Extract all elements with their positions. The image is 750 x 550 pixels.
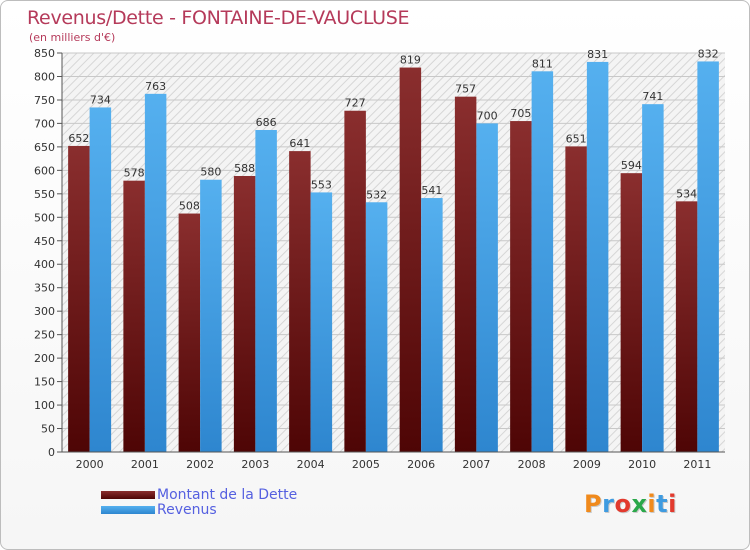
- bar-dette: [675, 201, 698, 452]
- data-label-revenus: 686: [256, 116, 277, 129]
- chart-title: Revenus/Dette - FONTAINE-DE-VAUCLUSE: [27, 7, 410, 29]
- legend-item-revenus: Revenus: [101, 501, 297, 518]
- bar-dette: [123, 180, 145, 452]
- legend-swatch-revenus: [101, 505, 155, 514]
- data-label-dette: 578: [124, 167, 145, 180]
- y-tick-label: 450: [34, 235, 55, 248]
- bar-revenus: [365, 202, 388, 452]
- logo-letter: x: [631, 490, 648, 518]
- data-label-dette: 508: [179, 200, 200, 213]
- plot-background: [62, 53, 725, 452]
- bar-dette: [233, 175, 256, 452]
- legend-item-dette: Montant de la Dette: [101, 486, 298, 503]
- data-label-dette: 588: [234, 162, 255, 175]
- x-tick-label: 2008: [518, 458, 546, 471]
- y-tick-label: 850: [34, 47, 55, 60]
- data-label-revenus: 700: [477, 109, 498, 122]
- data-label-revenus: 741: [642, 90, 663, 103]
- bar-dette: [344, 110, 366, 453]
- x-tick-label: 2003: [241, 458, 269, 471]
- y-tick-label: 50: [41, 423, 55, 436]
- x-tick-label: 2011: [683, 458, 711, 471]
- x-tick-label: 2001: [131, 458, 159, 471]
- bar-revenus: [421, 198, 443, 452]
- y-tick-label: 100: [34, 399, 55, 412]
- y-tick-label: 700: [34, 117, 55, 130]
- logo-letter: r: [602, 490, 615, 518]
- bar-dette: [178, 213, 201, 452]
- bar-revenus: [586, 61, 609, 452]
- logo-letter: o: [614, 490, 632, 518]
- bar-dette: [454, 96, 477, 452]
- bar-revenus: [144, 93, 167, 453]
- x-tick-label: 2000: [76, 458, 104, 471]
- data-label-revenus: 832: [698, 47, 719, 60]
- y-tick-label: 500: [34, 211, 55, 224]
- bar-revenus: [89, 107, 112, 452]
- y-tick-label: 350: [34, 282, 55, 295]
- logo-letter: i: [668, 490, 677, 518]
- legend-label-dette: Montant de la Dette: [157, 486, 298, 503]
- bar-dette: [565, 146, 587, 452]
- bar-dette: [510, 121, 532, 453]
- y-tick-label: 150: [34, 376, 55, 389]
- data-label-revenus: 811: [532, 57, 553, 70]
- data-label-revenus: 831: [587, 48, 608, 61]
- bar-revenus: [310, 192, 333, 453]
- data-label-revenus: 553: [311, 178, 332, 191]
- y-tick-label: 250: [34, 329, 55, 342]
- x-tick-label: 2004: [297, 458, 325, 471]
- x-tick-label: 2010: [628, 458, 656, 471]
- data-label-dette: 651: [566, 132, 587, 145]
- y-tick-label: 600: [34, 164, 55, 177]
- legend-label-revenus: Revenus: [157, 501, 217, 518]
- legend-swatch-dette: [101, 490, 155, 499]
- chart-subtitle: (en milliers d'€): [29, 31, 116, 44]
- data-label-dette: 652: [68, 132, 89, 145]
- x-tick-label: 2006: [407, 458, 435, 471]
- chart-legend: Montant de la Dette Revenus: [101, 486, 298, 518]
- y-tick-label: 300: [34, 305, 55, 318]
- x-tick-label: 2005: [352, 458, 380, 471]
- data-label-dette: 727: [345, 97, 366, 110]
- y-tick-label: 0: [48, 446, 55, 459]
- x-tick-label: 2007: [462, 458, 490, 471]
- y-tick-label: 750: [34, 94, 55, 107]
- bar-dette: [399, 67, 422, 453]
- data-label-dette: 757: [455, 83, 476, 96]
- proxiti-logo: Proxiti: [584, 490, 677, 518]
- bar-revenus: [255, 129, 277, 453]
- data-label-dette: 641: [289, 137, 310, 150]
- data-label-revenus: 532: [366, 188, 387, 201]
- data-label-revenus: 580: [200, 166, 221, 179]
- y-tick-label: 200: [34, 352, 55, 365]
- y-tick-label: 650: [34, 141, 55, 154]
- bar-dette: [289, 151, 311, 452]
- bar-revenus: [476, 123, 498, 452]
- logo-letter: P: [584, 490, 603, 518]
- y-tick-label: 800: [34, 70, 55, 83]
- bar-revenus: [200, 179, 222, 452]
- logo-letter: i: [647, 490, 657, 518]
- bar-dette: [68, 145, 90, 452]
- data-label-dette: 594: [621, 159, 642, 172]
- data-label-revenus: 763: [145, 80, 166, 93]
- y-tick-label: 550: [34, 188, 55, 201]
- bar-revenus: [697, 61, 719, 453]
- bar-revenus: [642, 104, 664, 452]
- logo-letter: t: [656, 490, 669, 518]
- data-label-revenus: 541: [421, 184, 442, 197]
- data-label-dette: 534: [676, 187, 697, 200]
- data-label-revenus: 734: [90, 93, 111, 106]
- x-tick-label: 2002: [186, 458, 214, 471]
- data-label-dette: 819: [400, 54, 421, 67]
- data-label-dette: 705: [510, 107, 531, 120]
- bar-dette: [620, 173, 643, 452]
- bar-revenus: [531, 71, 554, 452]
- x-tick-label: 2009: [573, 458, 601, 471]
- y-tick-label: 400: [34, 258, 55, 271]
